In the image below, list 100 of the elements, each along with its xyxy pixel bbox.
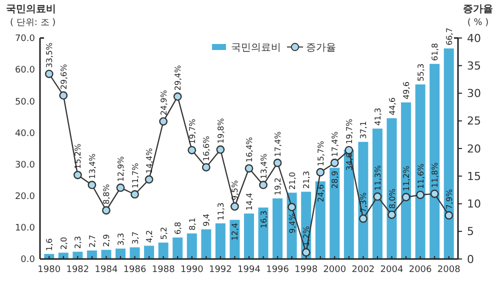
data-label: 12,4 [230, 222, 240, 241]
y-axis-title: 국민의료비 [6, 4, 56, 15]
x-tick-label: 1982 [66, 265, 90, 275]
data-label: 17,4% [330, 131, 340, 157]
data-label: 7,9% [444, 188, 454, 210]
point [444, 211, 454, 220]
data-label: 24,6 [316, 184, 326, 202]
data-label: 2,9 [102, 234, 112, 247]
y2-tick-label: 15 [467, 170, 481, 183]
x-tick-label: 1994 [238, 265, 261, 275]
data-label: 16,6% [202, 135, 212, 162]
data-label: 3,3 [116, 232, 126, 246]
point [330, 158, 339, 168]
bar [144, 246, 154, 259]
y2-axis-title: 증가율 [463, 4, 493, 15]
data-label: 37,1 [359, 121, 368, 139]
data-label: 15,2% [74, 143, 83, 170]
y2-tick-label: 5 [467, 225, 474, 238]
bar [244, 214, 254, 259]
bar [415, 84, 426, 259]
data-label: 8,0% [388, 188, 397, 209]
y2-tick-label: 40 [467, 32, 481, 45]
point [44, 70, 54, 78]
point [388, 210, 396, 219]
legend-label: 국민의료비 [231, 42, 281, 54]
x-tick-label: 2006 [408, 265, 432, 275]
data-label: 9,4% [288, 212, 297, 234]
x-tick-label: 1996 [266, 265, 290, 275]
data-label: 2,0 [59, 236, 68, 250]
data-label: 19,7% [344, 118, 354, 144]
data-label: 66,7 [444, 28, 454, 46]
point [302, 248, 310, 257]
point [273, 158, 282, 168]
y-tick-label: 10.0 [14, 224, 36, 234]
data-label: 24,9% [159, 90, 168, 116]
x-tick-label: 2002 [352, 265, 375, 275]
x-tick-label: 2004 [380, 265, 404, 275]
y2-tick-label: 25 [467, 114, 481, 128]
data-label: 13,4% [88, 153, 97, 179]
bar [116, 248, 126, 259]
bar [101, 250, 112, 259]
bar [130, 247, 140, 259]
point [288, 202, 296, 212]
bar [186, 233, 197, 259]
data-label: 21,0 [288, 172, 297, 190]
data-label: 4,2 [145, 230, 154, 243]
point [73, 170, 82, 180]
point [373, 192, 382, 201]
point [59, 91, 68, 100]
data-label: 13,4% [259, 153, 268, 179]
point [202, 163, 210, 172]
point [159, 117, 168, 126]
x-tick-label: 1998 [294, 265, 318, 275]
data-label: 28,9 [330, 170, 340, 189]
data-label: 61,8 [430, 43, 440, 61]
data-label: 6,8 [174, 222, 183, 235]
y-tick-label: 70.0 [14, 34, 36, 44]
point [188, 146, 196, 154]
data-label: 14,4 [245, 192, 254, 211]
data-label: 14,4% [145, 148, 154, 174]
data-label: 2,7 [88, 234, 97, 248]
bar [430, 64, 440, 259]
y-tick-label: 0.0 [20, 255, 36, 266]
point [259, 180, 268, 190]
data-label: 11,8% [430, 162, 440, 188]
x-tick-label: 2000 [323, 265, 346, 275]
data-label: 16,4% [245, 136, 254, 162]
x-tick-label: 1980 [38, 265, 61, 275]
point [244, 164, 254, 173]
point [316, 168, 325, 176]
bar [444, 48, 454, 259]
y-tick-label: 30.0 [14, 160, 36, 170]
x-tick-label: 1984 [94, 265, 118, 275]
data-label: 11,6% [416, 163, 426, 189]
bar [58, 252, 68, 259]
y-tick-label: 50.0 [14, 97, 36, 108]
data-label: 44,6 [388, 97, 397, 116]
data-label: 29,4% [174, 64, 183, 91]
x-tick-label: 1992 [208, 265, 232, 275]
point [430, 190, 439, 198]
y2-tick-label: 20 [467, 142, 481, 156]
data-label: 11,3 [216, 202, 226, 220]
data-label: 41,3 [373, 108, 382, 126]
point [216, 145, 225, 154]
data-label: 8,1 [188, 218, 197, 230]
point [230, 202, 239, 211]
point [88, 180, 96, 190]
data-label: 2,3 [74, 236, 83, 249]
bar [272, 198, 283, 259]
bar [330, 168, 340, 259]
data-label: 12,9% [116, 156, 126, 182]
bar [386, 118, 397, 259]
bar [358, 142, 368, 259]
data-label: 21,3 [302, 170, 312, 189]
bar [201, 229, 212, 259]
point [402, 192, 410, 202]
data-label: 11,7% [130, 162, 140, 188]
data-label: 9,5% [230, 180, 240, 201]
data-label: 19,2 [274, 178, 283, 196]
y-tick-label: 40.0 [14, 128, 36, 139]
